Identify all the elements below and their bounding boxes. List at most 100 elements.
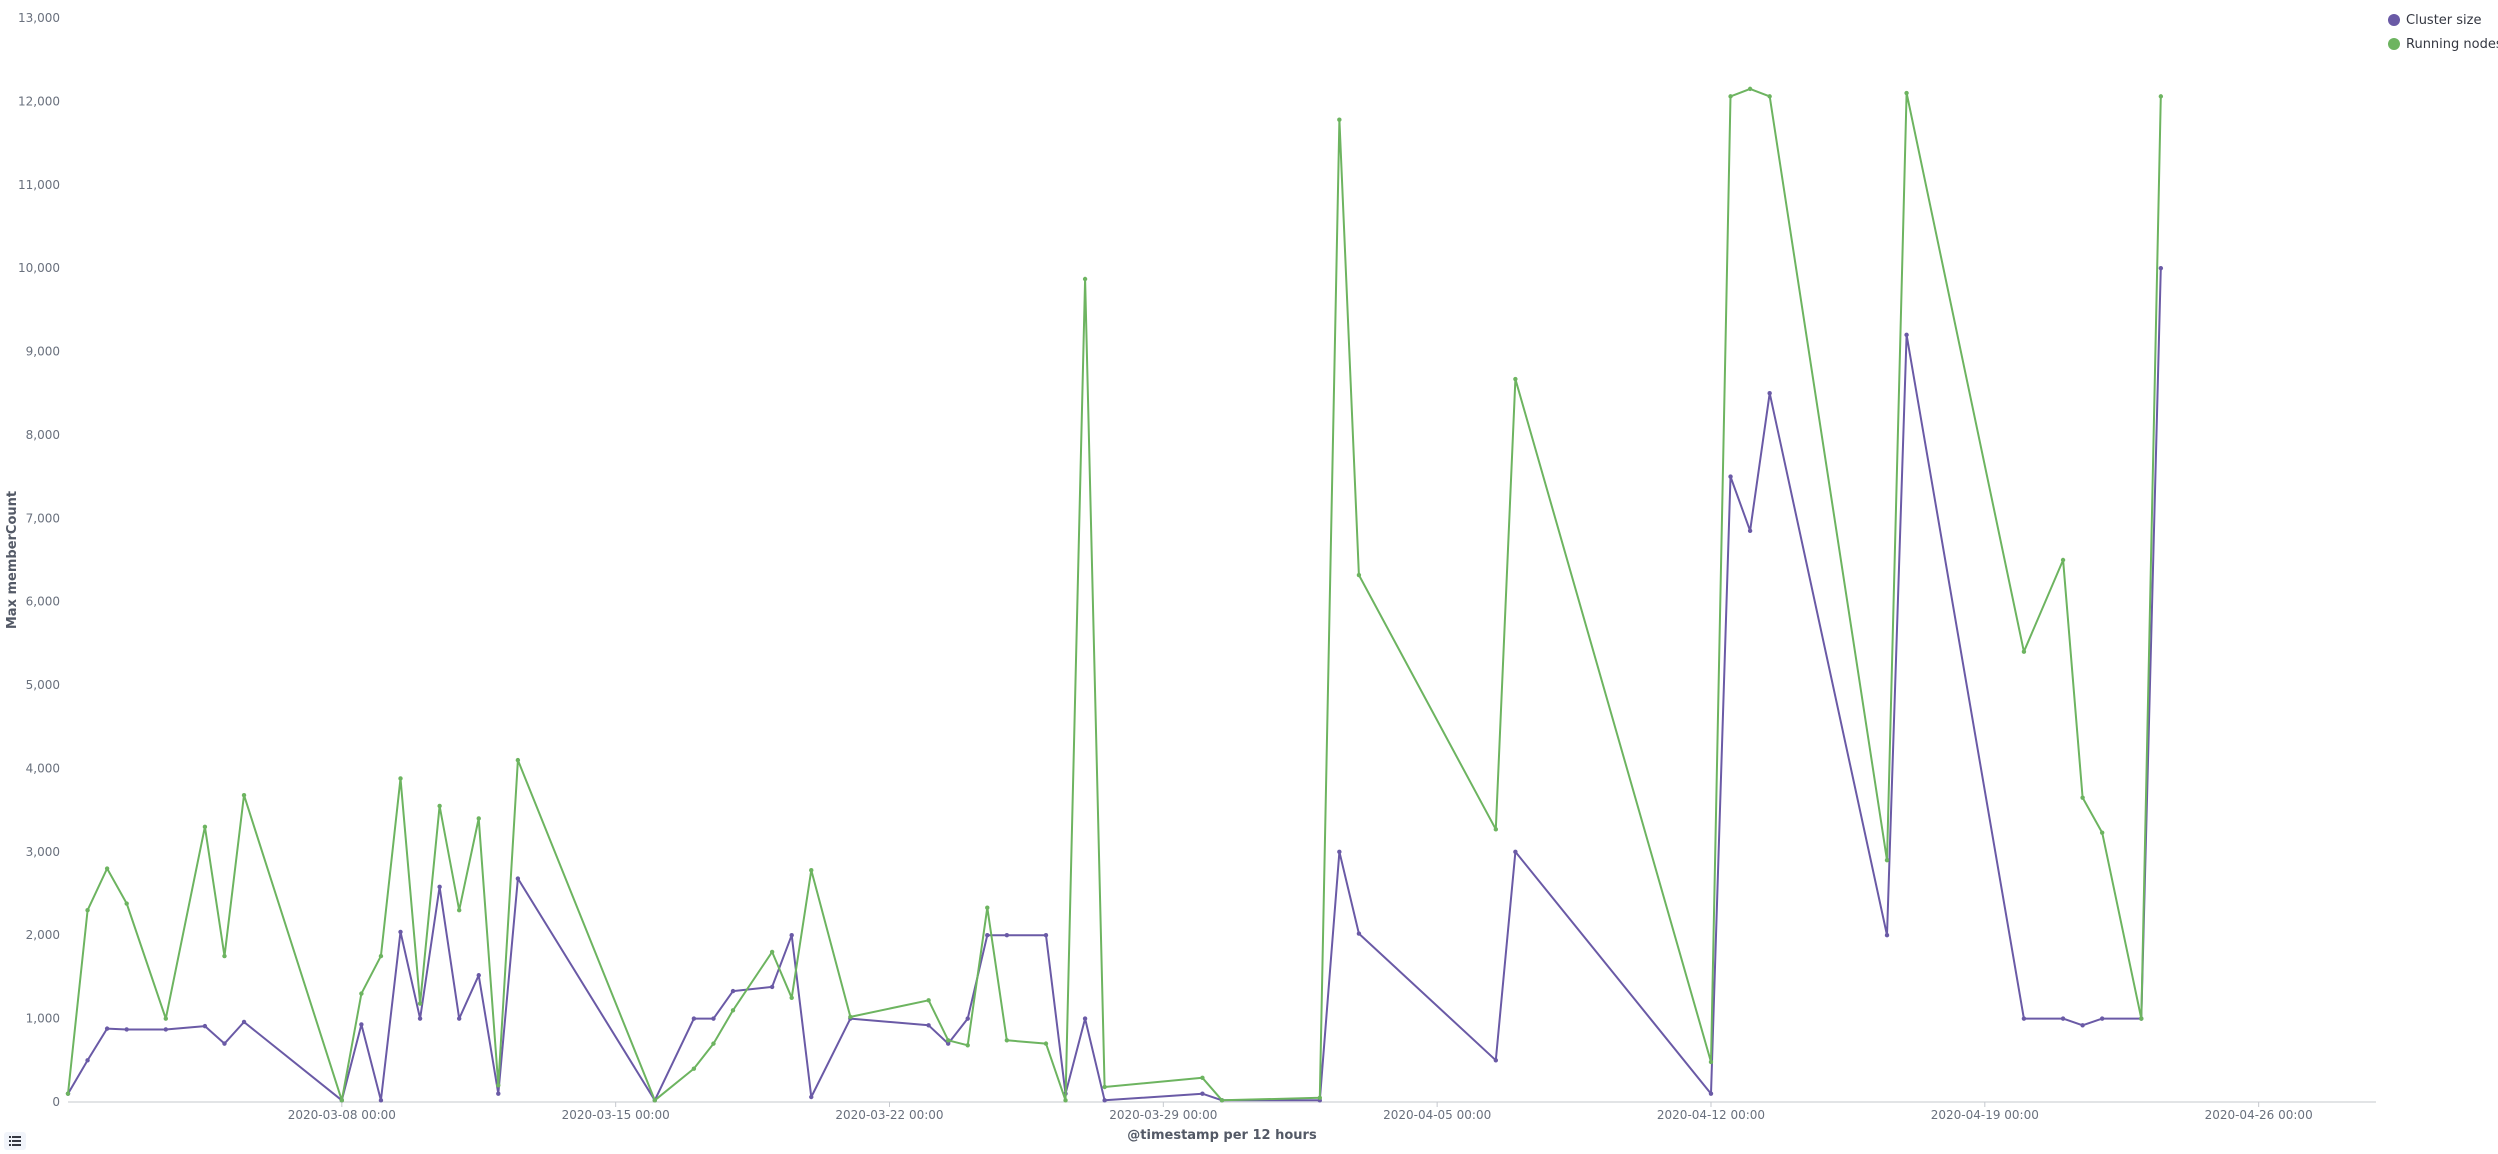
data-point[interactable] xyxy=(104,1026,110,1031)
data-point[interactable] xyxy=(124,901,129,906)
data-point[interactable] xyxy=(1513,849,1518,855)
data-point[interactable] xyxy=(222,1041,227,1046)
data-point[interactable] xyxy=(456,1016,462,1021)
legend-item-running-nodes[interactable]: Running nodes xyxy=(2388,32,2498,56)
data-point[interactable] xyxy=(2060,1016,2066,1021)
data-point[interactable] xyxy=(398,929,403,935)
data-point[interactable] xyxy=(1337,849,1342,855)
data-point[interactable] xyxy=(809,867,814,873)
data-point[interactable] xyxy=(1728,474,1733,479)
legend-toggle-button[interactable] xyxy=(4,1132,26,1150)
data-point[interactable] xyxy=(789,933,794,938)
data-point[interactable] xyxy=(163,1016,168,1021)
data-point[interactable] xyxy=(1884,933,1890,938)
data-point[interactable] xyxy=(515,757,521,763)
data-point[interactable] xyxy=(691,1066,697,1071)
data-point[interactable] xyxy=(769,949,775,955)
data-point[interactable] xyxy=(1219,1098,1225,1103)
data-point[interactable] xyxy=(202,1023,208,1029)
data-point[interactable] xyxy=(378,953,384,959)
data-point[interactable] xyxy=(945,1038,951,1043)
data-point[interactable] xyxy=(1063,1098,1068,1103)
data-point[interactable] xyxy=(691,1016,697,1021)
data-point[interactable] xyxy=(1513,376,1518,382)
data-point[interactable] xyxy=(1200,1075,1205,1081)
data-point[interactable] xyxy=(1043,933,1049,938)
data-point[interactable] xyxy=(1004,933,1010,938)
data-point[interactable] xyxy=(985,905,990,910)
data-point[interactable] xyxy=(456,908,462,913)
data-point[interactable] xyxy=(496,1091,501,1096)
data-point[interactable] xyxy=(769,984,775,990)
data-point[interactable] xyxy=(652,1098,657,1103)
data-point[interactable] xyxy=(378,1098,384,1103)
data-point[interactable] xyxy=(2139,1016,2144,1021)
data-point[interactable] xyxy=(1082,276,1088,282)
data-point[interactable] xyxy=(985,933,990,938)
data-point[interactable] xyxy=(926,998,931,1003)
data-point[interactable] xyxy=(2158,94,2164,99)
data-point[interactable] xyxy=(496,1083,501,1088)
data-point[interactable] xyxy=(241,792,247,798)
data-point[interactable] xyxy=(476,816,481,821)
data-point[interactable] xyxy=(2060,557,2066,563)
data-point[interactable] xyxy=(926,1023,931,1028)
data-point[interactable] xyxy=(1747,86,1753,92)
data-point[interactable] xyxy=(1767,391,1772,396)
data-point[interactable] xyxy=(945,1041,951,1046)
data-point[interactable] xyxy=(417,1001,423,1006)
data-point[interactable] xyxy=(789,995,794,1000)
data-point[interactable] xyxy=(2099,1016,2105,1021)
data-point[interactable] xyxy=(398,776,403,781)
data-point[interactable] xyxy=(1102,1084,1107,1090)
data-point[interactable] xyxy=(1767,94,1772,99)
data-point[interactable] xyxy=(417,1016,423,1021)
data-point[interactable] xyxy=(730,1008,736,1013)
data-point[interactable] xyxy=(222,953,227,959)
data-point[interactable] xyxy=(339,1098,345,1103)
data-point[interactable] xyxy=(2080,1023,2085,1028)
legend-item-cluster-size[interactable]: Cluster size xyxy=(2388,8,2498,32)
data-point[interactable] xyxy=(241,1019,247,1025)
data-point[interactable] xyxy=(1708,1059,1714,1065)
data-point[interactable] xyxy=(1200,1091,1205,1096)
data-point[interactable] xyxy=(124,1027,129,1032)
data-point[interactable] xyxy=(437,884,442,890)
data-point[interactable] xyxy=(848,1014,853,1020)
data-point[interactable] xyxy=(965,1016,970,1021)
data-point[interactable] xyxy=(1728,94,1733,99)
data-point[interactable] xyxy=(202,824,208,830)
data-point[interactable] xyxy=(1493,1058,1499,1063)
data-point[interactable] xyxy=(809,1094,814,1100)
data-point[interactable] xyxy=(359,991,364,996)
data-point[interactable] xyxy=(2158,265,2164,271)
data-point[interactable] xyxy=(437,803,442,809)
data-point[interactable] xyxy=(85,1058,90,1063)
data-point[interactable] xyxy=(515,876,521,881)
data-point[interactable] xyxy=(1317,1095,1322,1101)
data-point[interactable] xyxy=(2099,830,2105,835)
data-point[interactable] xyxy=(1493,827,1499,832)
data-point[interactable] xyxy=(965,1043,970,1048)
data-point[interactable] xyxy=(65,1091,71,1096)
data-point[interactable] xyxy=(711,1016,716,1021)
data-point[interactable] xyxy=(476,973,481,978)
data-point[interactable] xyxy=(1102,1098,1107,1103)
data-point[interactable] xyxy=(1747,528,1753,534)
data-point[interactable] xyxy=(730,988,736,994)
data-point[interactable] xyxy=(2021,649,2027,654)
data-point[interactable] xyxy=(1082,1016,1088,1021)
data-point[interactable] xyxy=(2021,1016,2027,1021)
data-point[interactable] xyxy=(1904,332,1909,338)
data-point[interactable] xyxy=(1356,572,1362,578)
data-point[interactable] xyxy=(1356,931,1362,936)
data-point[interactable] xyxy=(711,1041,716,1046)
data-point[interactable] xyxy=(1884,857,1890,863)
data-point[interactable] xyxy=(163,1027,168,1032)
data-point[interactable] xyxy=(1708,1091,1714,1096)
data-point[interactable] xyxy=(1904,90,1909,96)
data-point[interactable] xyxy=(104,866,110,871)
data-point[interactable] xyxy=(359,1022,364,1027)
data-point[interactable] xyxy=(2080,795,2085,800)
data-point[interactable] xyxy=(1337,117,1342,122)
